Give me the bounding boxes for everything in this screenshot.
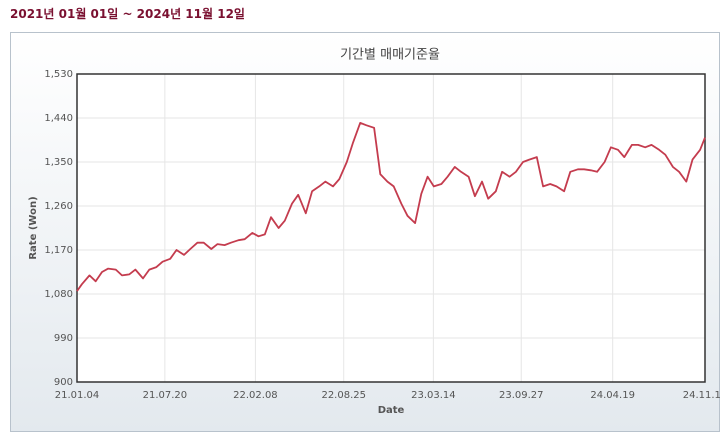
y-tick-label: 1,080 [44, 289, 73, 300]
x-tick-label: 22.02.08 [233, 390, 278, 401]
x-tick-label: 23.09.27 [499, 390, 544, 401]
y-tick-label: 1,170 [44, 245, 73, 256]
x-tick-label: 24.11.12 [683, 390, 728, 401]
y-tick-label: 1,260 [44, 201, 73, 212]
y-tick-label: 1,350 [44, 157, 73, 168]
y-tick-label: 900 [54, 377, 73, 388]
y-tick-label: 1,530 [44, 69, 73, 80]
x-tick-label: 21.01.04 [55, 390, 100, 401]
y-tick-label: 1,440 [44, 113, 73, 124]
x-tick-label: 21.07.20 [143, 390, 188, 401]
plot-area [77, 74, 705, 382]
y-axis-label: Rate (Won) [28, 196, 39, 259]
date-range: 2021년 01월 01일 ~ 2024년 11월 12일 [10, 7, 245, 21]
rate-line [76, 122, 706, 292]
y-tick-label: 990 [54, 333, 73, 344]
x-tick-label: 23.03.14 [411, 390, 456, 401]
plot-border [76, 73, 706, 383]
x-tick-label: 22.08.25 [321, 390, 366, 401]
x-tick-label: 24.04.19 [590, 390, 635, 401]
x-axis-label: Date [378, 405, 405, 416]
chart-title: 기간별 매매기준율 [340, 48, 440, 63]
